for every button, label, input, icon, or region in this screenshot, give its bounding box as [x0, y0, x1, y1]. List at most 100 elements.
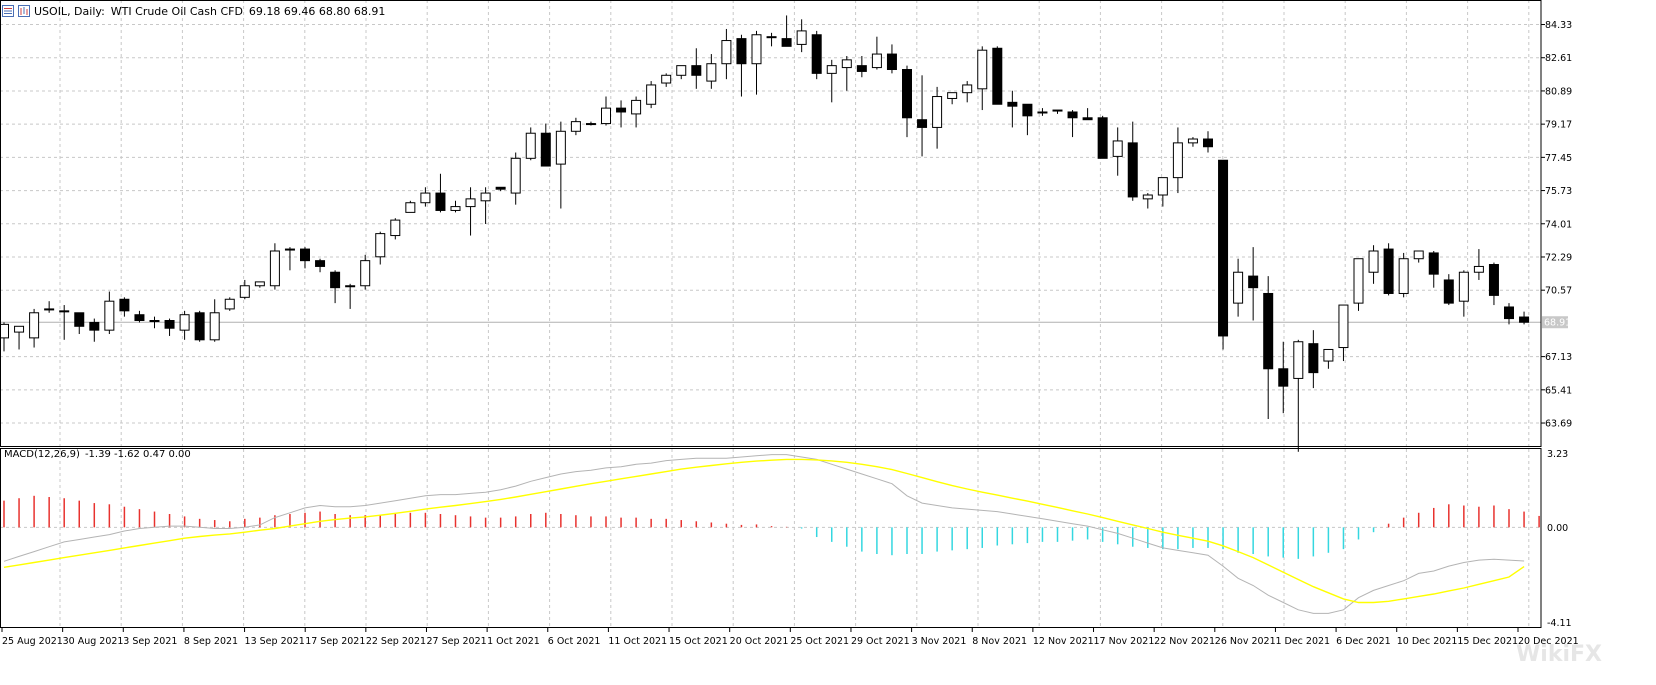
- candle: [781, 15, 792, 47]
- candle-body-bear: [315, 260, 326, 267]
- candle: [59, 305, 70, 340]
- candle-body-bear: [119, 298, 130, 312]
- candle: [149, 316, 160, 329]
- candle: [1504, 303, 1514, 325]
- candle: [0, 322, 9, 352]
- candle: [691, 48, 702, 89]
- candle: [164, 318, 175, 336]
- price-tick-label: 80.89: [1545, 86, 1572, 97]
- candle: [616, 100, 627, 128]
- candle-body-bear: [435, 192, 446, 211]
- candle-body-bull: [480, 192, 491, 202]
- macd-lines: [3, 454, 1525, 614]
- time-tick-label: 8 Nov 2021: [972, 636, 1027, 647]
- candle: [450, 200, 461, 213]
- candle-body-bear: [1022, 103, 1033, 117]
- candle: [1443, 274, 1454, 306]
- candle: [646, 81, 657, 109]
- candle-body-bull: [269, 250, 280, 287]
- candle-body-bear: [1097, 117, 1108, 159]
- candle: [74, 312, 85, 335]
- candle-body-bull: [751, 34, 762, 65]
- candle-body-bull: [405, 202, 416, 213]
- candle: [1248, 247, 1259, 321]
- candle-body-bull: [766, 36, 777, 39]
- candle: [1127, 121, 1138, 201]
- candle-body-bull: [646, 84, 657, 105]
- candle-body-bear: [1443, 279, 1454, 304]
- candle: [796, 19, 807, 53]
- candle: [345, 283, 356, 309]
- price-tick-label: 82.61: [1545, 53, 1572, 64]
- candle: [44, 301, 55, 313]
- candle-body-bear: [1218, 159, 1229, 337]
- candle-body-bull: [179, 314, 190, 331]
- candle-body-bear: [902, 69, 912, 119]
- candle-body-bear: [992, 47, 1003, 105]
- candle-body-bull: [510, 157, 521, 194]
- time-tick-label: 25 Aug 2021: [2, 636, 63, 647]
- candle: [601, 96, 611, 126]
- candle-body-bear: [495, 186, 506, 190]
- candle-body-bear: [134, 314, 145, 322]
- candle-body-bull: [601, 107, 611, 125]
- candle-body-bull: [1338, 304, 1349, 349]
- time-tick-label: 22 Nov 2021: [1154, 636, 1215, 647]
- candle-body-bear: [1203, 138, 1213, 148]
- time-tick-label: 26 Nov 2021: [1215, 636, 1276, 647]
- macd-values: -1.39 -1.62 0.47 0.00: [84, 449, 191, 460]
- candle: [977, 46, 988, 111]
- chart-ohlc: 69.18 69.46 68.80 68.91: [248, 4, 386, 18]
- macd-axis: 3.23 0.00 -4.11: [1547, 449, 1572, 629]
- candle-body-bull: [1353, 258, 1364, 304]
- candle-body-bear: [1383, 248, 1394, 294]
- candle: [1022, 103, 1033, 136]
- chart-window-icon[interactable]: [18, 5, 30, 17]
- chart-list-icon[interactable]: [2, 5, 14, 17]
- candle: [841, 55, 852, 91]
- candle-body-bear: [1504, 306, 1514, 320]
- macd-header: MACD(12,26,9) -1.39 -1.62 0.47 0.00: [4, 449, 196, 460]
- candle: [465, 187, 476, 236]
- candle: [315, 258, 326, 273]
- candle-body-bull: [14, 325, 25, 333]
- candle: [1383, 243, 1394, 296]
- candle: [480, 187, 491, 224]
- time-tick-label: 30 Aug 2021: [63, 636, 124, 647]
- candle-body-bull: [1368, 250, 1379, 273]
- candle: [751, 30, 762, 95]
- price-tick-label: 84.33: [1545, 20, 1572, 31]
- macd-tick-label: 0.00: [1547, 523, 1568, 534]
- candle-body-bull: [1398, 258, 1409, 294]
- candle-body-bull: [149, 320, 160, 323]
- candle: [1473, 249, 1484, 280]
- candle-body-bull: [59, 310, 70, 313]
- candle: [932, 86, 943, 149]
- time-tick-label: 6 Dec 2021: [1336, 636, 1391, 647]
- macd-main-line: [3, 454, 1525, 614]
- candle-body-bull: [29, 312, 40, 339]
- candle: [1037, 108, 1048, 116]
- macd-signal-line: [3, 458, 1525, 604]
- candle-body-bull: [1293, 341, 1304, 379]
- candle: [495, 186, 506, 192]
- candle: [420, 187, 431, 207]
- price-tick-label: 70.57: [1545, 286, 1572, 297]
- time-tick-label: 1 Oct 2021: [487, 636, 540, 647]
- candle-body-bear: [886, 53, 897, 71]
- candle: [435, 173, 446, 213]
- candle: [1398, 252, 1409, 298]
- candle-body-bull: [721, 40, 732, 65]
- candle: [224, 297, 235, 311]
- candle-body-bull: [947, 92, 958, 99]
- price-tick-label: 79.17: [1545, 120, 1572, 131]
- candle: [29, 308, 40, 348]
- chart-symbol: USOIL, Daily:: [34, 4, 105, 18]
- chart-header: USOIL, Daily: WTI Crude Oil Cash CFD 69.…: [2, 3, 391, 19]
- candle-body-bull: [676, 65, 687, 76]
- candle-body-bear: [1519, 316, 1530, 323]
- candle: [540, 123, 551, 167]
- candle: [510, 152, 521, 205]
- time-tick-label: 8 Sep 2021: [184, 636, 238, 647]
